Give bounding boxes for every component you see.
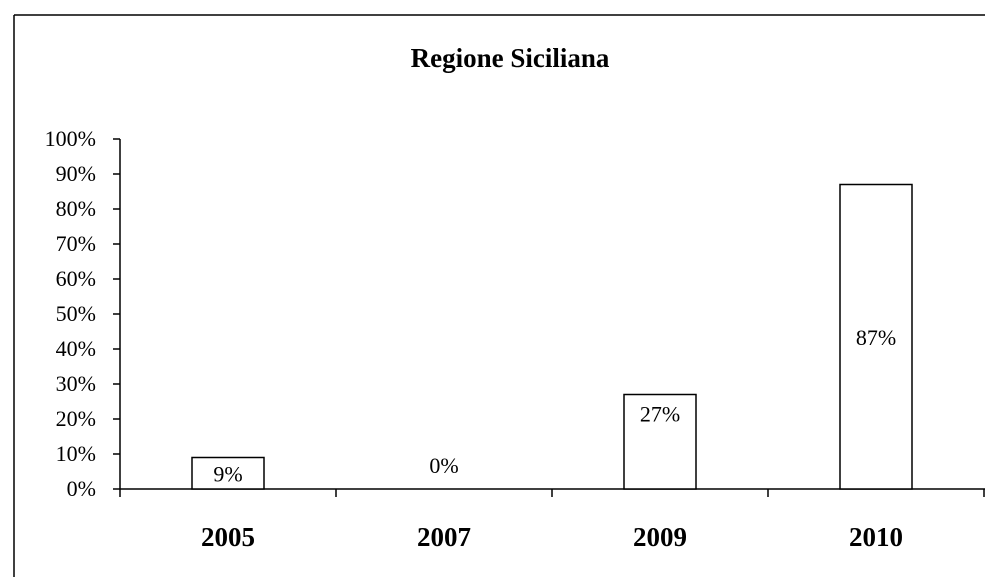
y-tick-label: 40%	[56, 336, 96, 361]
y-tick-label: 20%	[56, 406, 96, 431]
bar	[623, 393, 697, 490]
data-label: 87%	[856, 325, 896, 350]
y-tick-label: 80%	[56, 196, 96, 221]
x-tick-label: 2007	[417, 522, 471, 552]
data-labels-group: 9% 0% 27% 87%	[213, 325, 896, 487]
bars-group	[191, 183, 913, 490]
y-tick-label: 90%	[56, 161, 96, 186]
data-label: 9%	[213, 461, 242, 486]
y-tick-label: 0%	[67, 476, 96, 501]
y-axis: 0% 10% 20% 30% 40% 50% 60% 70% 80% 90% 100%	[45, 126, 121, 501]
x-axis: 2005 2007 2009 2010	[119, 488, 985, 552]
y-tick-label: 50%	[56, 301, 96, 326]
y-tick-label: 30%	[56, 371, 96, 396]
y-tick-label: 70%	[56, 231, 96, 256]
data-label: 27%	[640, 402, 680, 427]
bar	[839, 183, 913, 490]
bar	[191, 456, 265, 490]
x-tick-label: 2010	[849, 522, 903, 552]
y-tick-label: 60%	[56, 266, 96, 291]
x-tick-label: 2005	[201, 522, 255, 552]
y-tick-label: 10%	[56, 441, 96, 466]
data-label: 0%	[429, 453, 458, 478]
y-tick-label: 100%	[45, 126, 96, 151]
x-tick-label: 2009	[633, 522, 687, 552]
chart-title: Regione Siciliana	[411, 43, 610, 73]
